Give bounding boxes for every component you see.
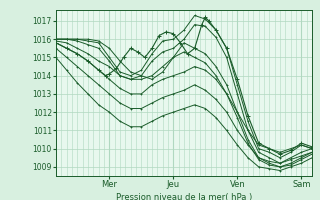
X-axis label: Pression niveau de la mer( hPa ): Pression niveau de la mer( hPa ) xyxy=(116,193,252,200)
